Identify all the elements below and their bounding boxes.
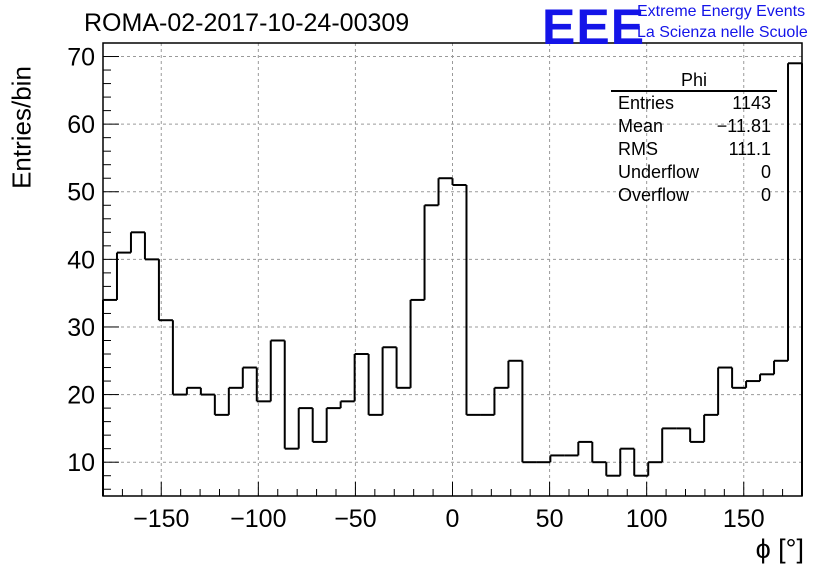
x-tick-label: −100 <box>230 505 286 533</box>
x-tick-label: −50 <box>334 505 376 533</box>
x-axis-label: ϕ [°] <box>755 534 804 564</box>
stats-row-entries: Entries 1143 <box>611 92 777 115</box>
stats-label: Underflow <box>618 162 700 182</box>
stats-value: 1143 <box>732 93 771 113</box>
y-axis-label: Entries/bin <box>6 66 37 189</box>
stats-value: 0 <box>760 162 771 182</box>
y-tick-label: 30 <box>67 314 95 342</box>
stats-label: Mean <box>618 116 664 136</box>
y-tick-label: 60 <box>67 111 95 139</box>
y-tick-label: 20 <box>67 382 95 410</box>
grid-lines <box>103 43 802 496</box>
stats-label: Entries <box>618 93 675 113</box>
x-tick-label: 100 <box>626 505 668 533</box>
run-title: ROMA-02-2017-10-24-00309 <box>84 9 410 37</box>
stats-row-mean: Mean −11.81 <box>611 115 777 138</box>
logo-line-1: Extreme Energy Events <box>637 3 806 20</box>
x-tick-label: 0 <box>446 505 460 533</box>
y-tick-label: 10 <box>67 449 95 477</box>
eee-logo: EEE <box>542 0 646 55</box>
logo-line-2: La Scienza nelle Scuole <box>637 24 808 41</box>
stats-row-overflow: Overflow 0 <box>611 184 777 207</box>
y-tick-label: 40 <box>67 246 95 274</box>
x-tick-label: 150 <box>723 505 765 533</box>
stats-value: 111.1 <box>728 139 771 159</box>
x-tick-label: 50 <box>536 505 564 533</box>
stats-value: 0 <box>760 185 771 205</box>
x-tick-label: −150 <box>133 505 189 533</box>
axis-ticks: −150 −100 −50 0 50 100 150 10 20 30 40 50 60 70 <box>67 42 803 533</box>
stats-row-rms: RMS 111.1 <box>611 138 777 161</box>
stats-title: Phi <box>611 70 777 92</box>
y-tick-label: 50 <box>67 179 95 207</box>
stats-box: Phi Entries 1143 Mean −11.81 RMS 111.1 U… <box>611 70 777 207</box>
stats-label: Overflow <box>618 185 690 205</box>
stats-row-underflow: Underflow 0 <box>611 161 777 184</box>
stats-value: −11.81 <box>716 116 771 136</box>
y-tick-label: 70 <box>67 44 95 72</box>
stats-label: RMS <box>618 139 658 159</box>
